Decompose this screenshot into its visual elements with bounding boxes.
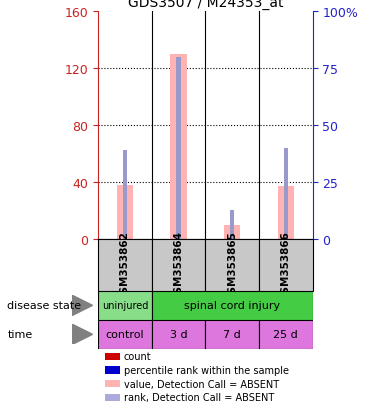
- Bar: [171, 55, 186, 240]
- Text: GSM353862: GSM353862: [120, 230, 130, 300]
- Bar: [205, 240, 259, 291]
- Bar: [123, 151, 127, 240]
- Text: 3 d: 3 d: [170, 330, 187, 339]
- Bar: [152, 240, 205, 291]
- Text: 25 d: 25 d: [273, 330, 298, 339]
- Bar: [152, 291, 313, 320]
- Bar: [117, 185, 133, 240]
- Text: control: control: [105, 330, 144, 339]
- Bar: [98, 291, 152, 320]
- Title: GDS3507 / M24353_at: GDS3507 / M24353_at: [128, 0, 283, 10]
- Polygon shape: [72, 325, 92, 344]
- Text: GSM353865: GSM353865: [227, 230, 237, 300]
- Bar: [224, 225, 240, 240]
- Polygon shape: [72, 296, 92, 316]
- Text: count: count: [124, 351, 152, 361]
- Text: uninjured: uninjured: [102, 301, 148, 311]
- Text: 7 d: 7 d: [223, 330, 241, 339]
- Bar: [98, 320, 152, 349]
- Text: GSM353866: GSM353866: [281, 230, 291, 300]
- Text: spinal cord injury: spinal cord injury: [184, 301, 280, 311]
- Bar: [278, 187, 294, 240]
- Text: rank, Detection Call = ABSENT: rank, Detection Call = ABSENT: [124, 392, 274, 402]
- Bar: [259, 320, 313, 349]
- Text: disease state: disease state: [7, 301, 81, 311]
- Bar: [259, 240, 313, 291]
- Bar: [205, 320, 259, 349]
- Bar: [284, 149, 288, 240]
- Bar: [98, 240, 152, 291]
- Bar: [152, 320, 205, 349]
- Text: percentile rank within the sample: percentile rank within the sample: [124, 365, 289, 375]
- Text: value, Detection Call = ABSENT: value, Detection Call = ABSENT: [124, 379, 279, 389]
- Bar: [176, 58, 181, 240]
- Text: time: time: [7, 330, 33, 339]
- Text: GSM353864: GSM353864: [174, 230, 184, 300]
- Bar: [230, 210, 234, 240]
